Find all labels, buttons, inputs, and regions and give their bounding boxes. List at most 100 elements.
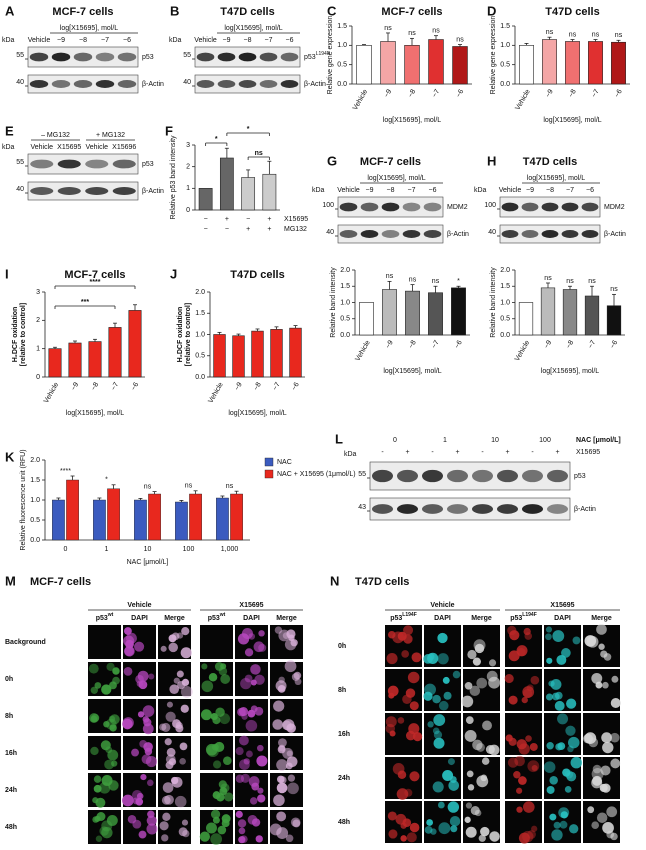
- cell: [124, 646, 134, 656]
- cell: [569, 824, 579, 834]
- sign: -: [381, 449, 384, 456]
- y-tick-label: 1.0: [340, 299, 350, 306]
- channel-label: p53L194F: [510, 612, 537, 622]
- cell: [427, 721, 434, 728]
- row-label: 48h: [5, 824, 17, 831]
- cell: [525, 735, 532, 742]
- cell: [588, 737, 599, 748]
- blot-strip: [27, 153, 139, 175]
- cell: [136, 680, 144, 687]
- y-tick-label: 0.0: [500, 81, 510, 88]
- marker-label: 40: [488, 229, 496, 236]
- blot-band: [447, 469, 468, 483]
- cell: [530, 675, 540, 685]
- cell: [562, 768, 571, 777]
- cell: [522, 688, 533, 699]
- blot-band: [117, 52, 137, 62]
- group-label: Vehicle: [127, 602, 151, 609]
- label-sup: wt: [219, 612, 226, 618]
- annotation: ns: [588, 278, 596, 285]
- bracket-label: ***: [81, 299, 89, 306]
- row-label: 8h: [5, 713, 13, 720]
- cell: [112, 667, 120, 675]
- bar: [359, 302, 374, 336]
- row-label: 0h: [5, 676, 13, 683]
- cell: [210, 809, 221, 819]
- cell: [549, 776, 558, 785]
- cell: [551, 692, 560, 701]
- cell: [518, 832, 530, 844]
- cell: [220, 674, 231, 684]
- blot-band: [259, 80, 278, 88]
- blot-band: [447, 504, 468, 514]
- band-label: β-Actin: [604, 231, 626, 238]
- cell: [276, 811, 287, 822]
- sign: +: [505, 449, 509, 456]
- blot-band: [360, 202, 379, 212]
- y-tick-label: 1.5: [500, 23, 510, 30]
- blot-band: [581, 202, 599, 212]
- cell: [546, 742, 554, 750]
- bar: [405, 290, 420, 336]
- y-tick-label: 3: [36, 289, 40, 296]
- micrograph: [200, 625, 233, 659]
- cell: [572, 636, 581, 645]
- cell: [600, 765, 611, 776]
- blot-title: MCF-7 cells: [360, 156, 421, 168]
- cell: [168, 642, 178, 653]
- cell: [426, 819, 434, 826]
- x-tick-label: −9: [543, 339, 553, 350]
- annotation: ns: [592, 31, 600, 38]
- cell: [409, 701, 419, 711]
- cell: [258, 630, 265, 637]
- cell: [602, 681, 609, 689]
- cell: [595, 681, 603, 689]
- blot-band: [238, 52, 257, 62]
- cell: [255, 835, 263, 843]
- bar: [606, 305, 622, 336]
- cell: [600, 650, 608, 658]
- lane-label: −8: [546, 187, 554, 194]
- cell: [244, 674, 253, 683]
- cell: [409, 771, 420, 782]
- lane-label: −9: [526, 187, 534, 194]
- band-label: β-Actin: [142, 188, 164, 195]
- y-axis-label: Relative band intensity: [490, 267, 497, 338]
- label-main: β-Actin: [142, 188, 164, 195]
- kda-label: kDa: [474, 187, 487, 194]
- cell: [545, 626, 553, 633]
- cell: [122, 718, 133, 730]
- row-label: X15695: [284, 216, 308, 223]
- annotation: ns: [408, 30, 416, 37]
- y-axis-label: Relative fluorescence unit (RFU): [20, 449, 27, 550]
- band-label: β-Actin: [447, 231, 469, 238]
- cell: [161, 722, 171, 732]
- y-tick-label: 1.0: [195, 331, 205, 338]
- x-tick-label: −9: [70, 381, 80, 392]
- cell: [284, 638, 297, 651]
- cell: [507, 757, 519, 768]
- x-tick-label: Vehicle: [514, 339, 531, 362]
- cell: [142, 705, 155, 717]
- y-tick-label: 2.0: [30, 457, 40, 464]
- label-main: β-Actin: [142, 81, 164, 88]
- cell: [552, 630, 565, 642]
- cell: [132, 819, 142, 829]
- panel-letter: E: [5, 123, 14, 138]
- bracket-label: ****: [90, 279, 101, 286]
- lane-label: −6: [286, 37, 294, 44]
- y-tick-label: 3: [186, 142, 190, 149]
- cell: [465, 716, 474, 725]
- x-tick-label: −9: [385, 339, 395, 350]
- cell: [159, 821, 169, 831]
- y-tick-label: 0.0: [195, 374, 205, 381]
- y-tick-label: 0.5: [500, 62, 510, 69]
- cell: [220, 783, 230, 793]
- cell: [546, 657, 553, 664]
- cell: [237, 819, 247, 828]
- cell: [240, 677, 252, 690]
- bar: [611, 41, 626, 85]
- x-tick-label: −9: [234, 381, 244, 392]
- y-tick-label: 0.5: [30, 517, 40, 524]
